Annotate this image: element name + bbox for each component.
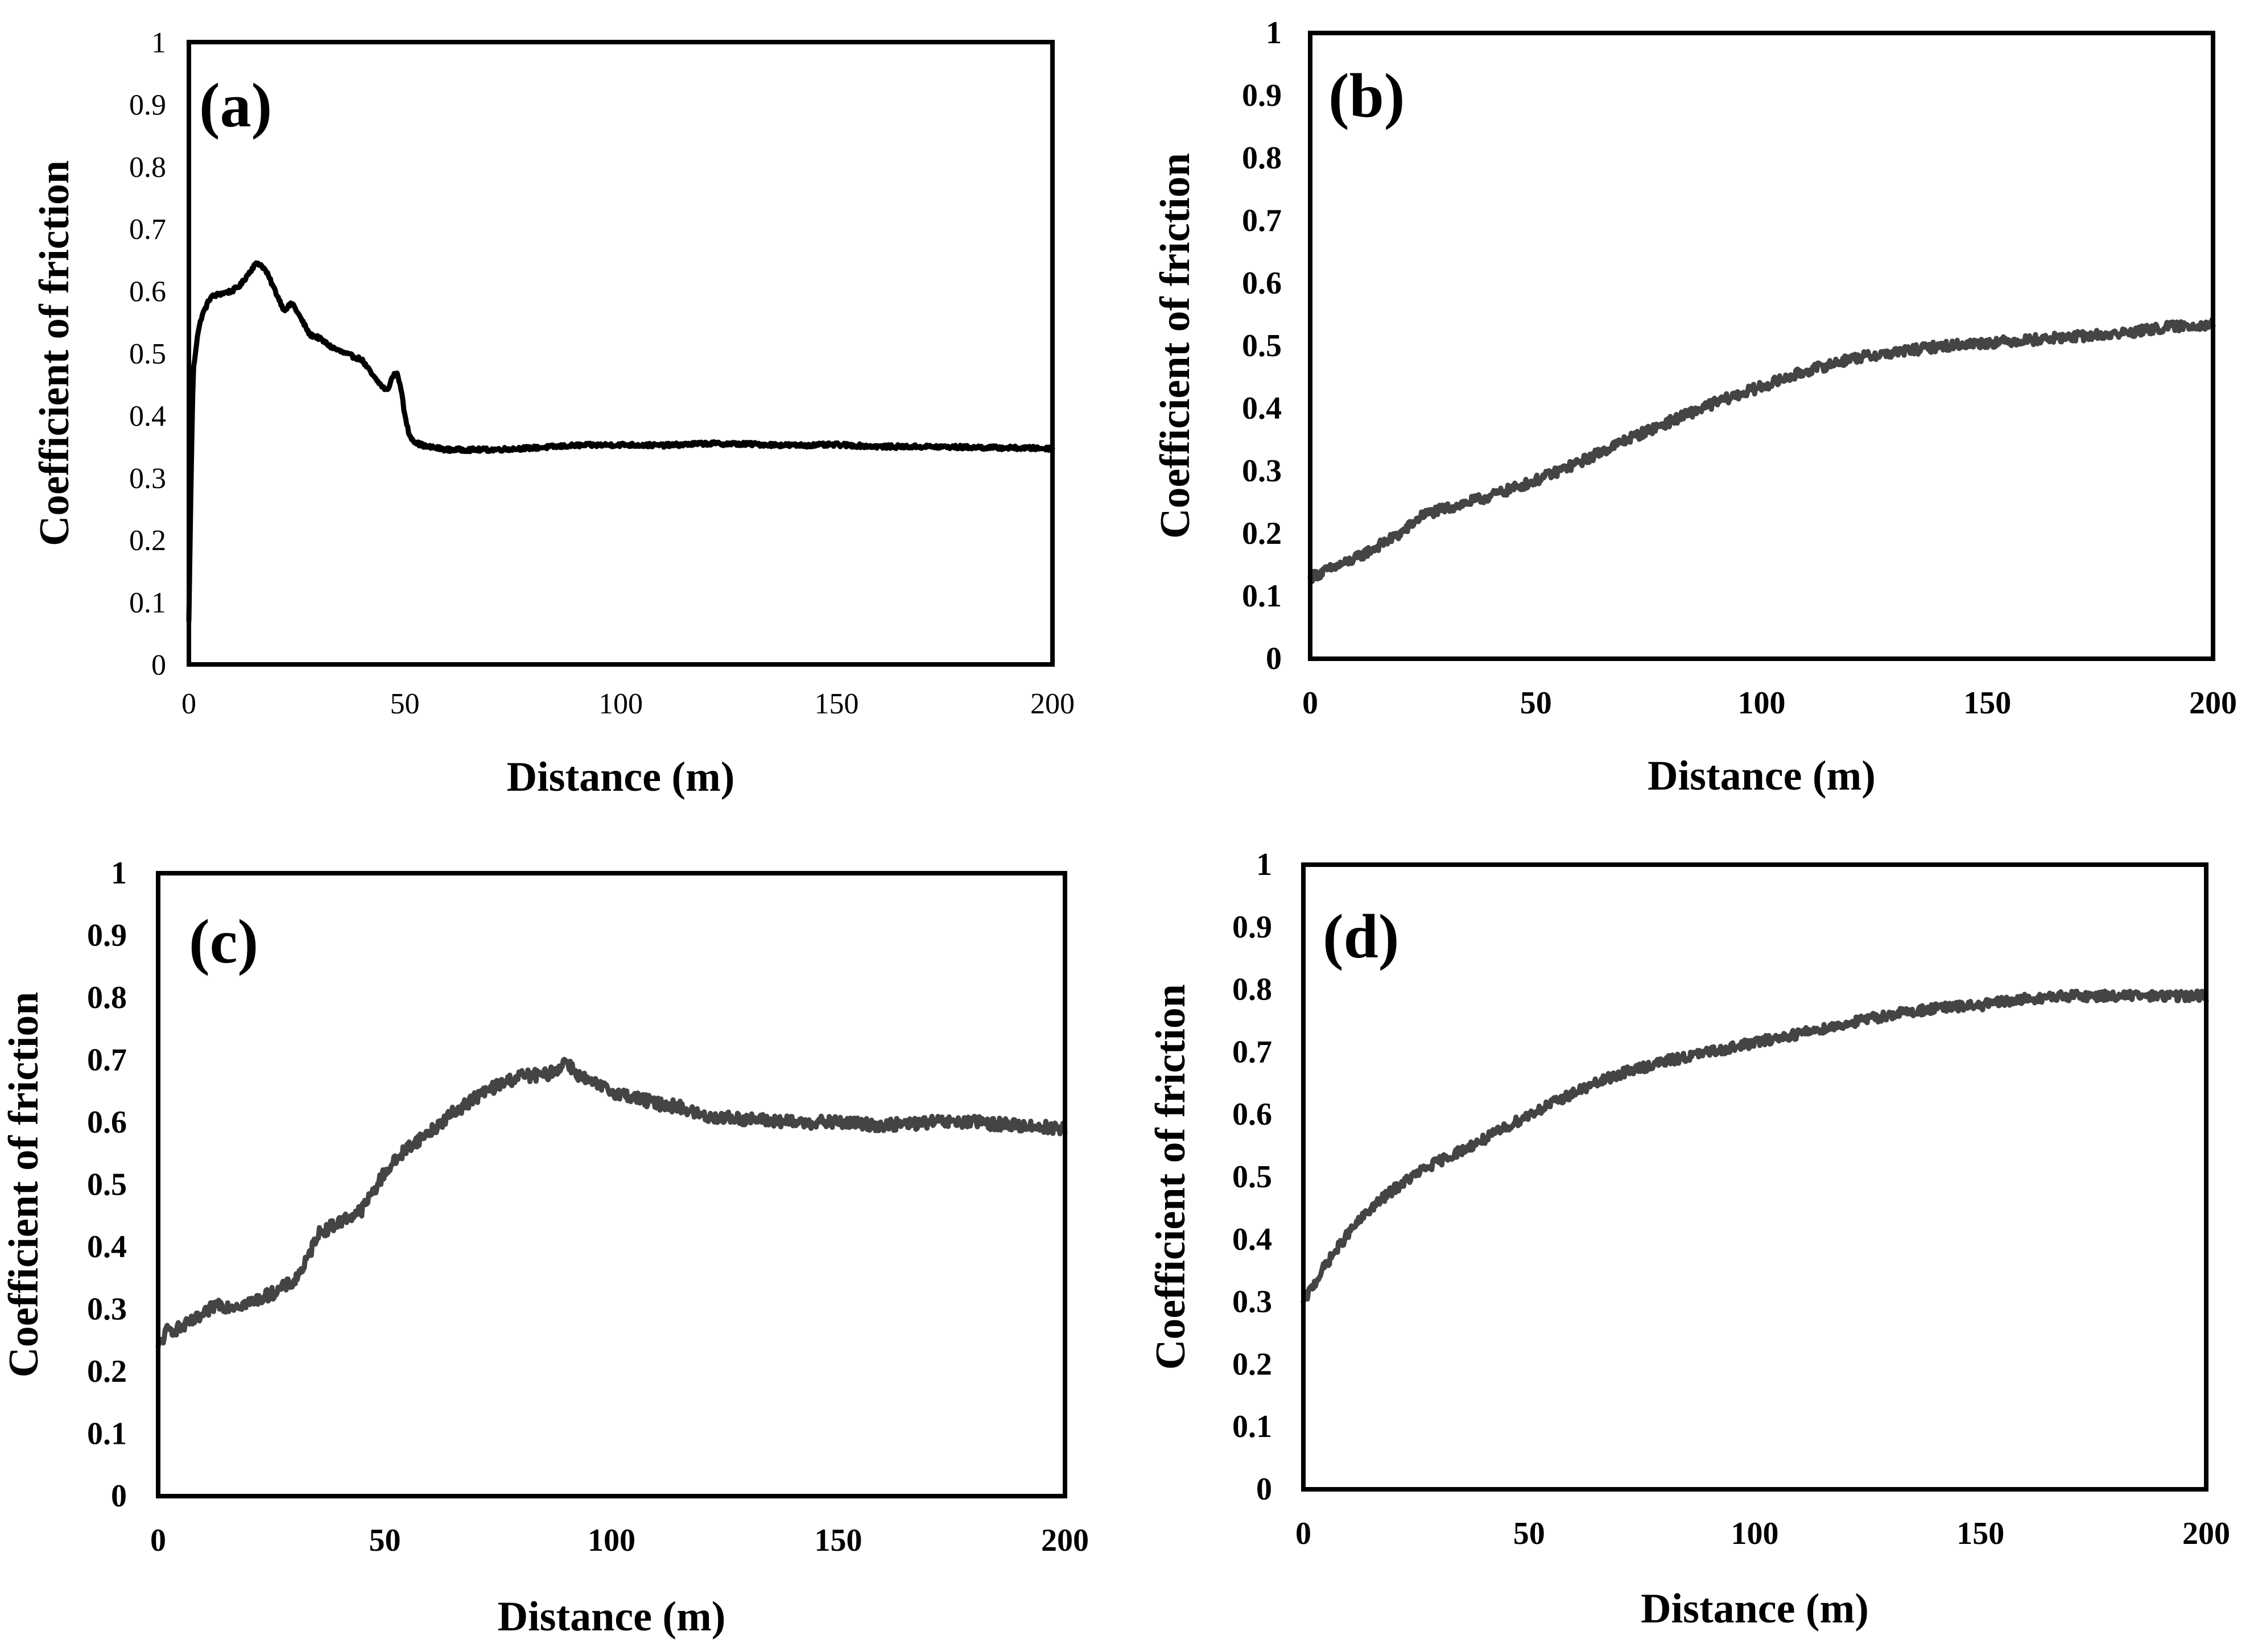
y-tick-label: 0.3 — [87, 1292, 127, 1327]
x-tick-label: 0 — [150, 1523, 166, 1558]
plot-frame — [1308, 31, 2215, 661]
y-tick-label: 0.7 — [87, 1043, 127, 1078]
y-tick-label: 0.2 — [1232, 1347, 1272, 1382]
y-tick-label: 0 — [1266, 641, 1282, 676]
y-tick-label: 1 — [111, 856, 127, 891]
y-tick-label: 0.6 — [129, 276, 166, 308]
x-tick-label: 200 — [2182, 1516, 2230, 1551]
x-tick-label: 50 — [369, 1523, 401, 1558]
plot-frame — [156, 871, 1067, 1498]
x-tick-label: 100 — [1738, 685, 1786, 721]
x-tick-label: 100 — [588, 1523, 635, 1558]
y-tick-label: 1 — [151, 27, 166, 59]
chart-panel-b: 0 0.1 0.2 0.3 0.4 0.5 0.6 0.7 0.8 0.9 1 0 50 100 150 20… — [1152, 15, 2237, 799]
y-tick-label: 1 — [1266, 15, 1282, 51]
x-tick-label: 50 — [390, 688, 420, 720]
x-tick-label: 100 — [1731, 1516, 1779, 1551]
y-tick-label: 0.9 — [1232, 910, 1272, 945]
x-tick-label: 150 — [815, 688, 859, 720]
y-tick-label: 0.9 — [129, 89, 166, 121]
panel-label: (b) — [1328, 61, 1405, 130]
y-tick-label: 0.8 — [129, 151, 166, 184]
x-tick-label: 0 — [181, 688, 196, 720]
y-tick-label: 0.6 — [87, 1105, 127, 1140]
y-tick-label: 0.2 — [1242, 516, 1282, 551]
y-tick-label: 0.4 — [1242, 391, 1282, 426]
y-tick-label: 0.4 — [1232, 1222, 1272, 1257]
x-tick-label: 200 — [2189, 685, 2237, 721]
x-axis-title: Distance (m) — [1641, 1585, 1869, 1632]
y-tick-label: 0.2 — [129, 524, 166, 557]
x-axis-title: Distance (m) — [507, 754, 735, 800]
y-tick-label: 0 — [111, 1478, 127, 1514]
chart-panel-d: 0 0.1 0.2 0.3 0.4 0.5 0.6 0.7 0.8 0.9 1 0 50 100 150 20… — [1147, 847, 2230, 1632]
x-tick-label: 200 — [1030, 688, 1075, 720]
y-tick-label: 0.6 — [1242, 266, 1282, 301]
y-tick-label: 0.5 — [1242, 328, 1282, 364]
y-tick-label: 0.1 — [87, 1416, 127, 1452]
x-tick-label: 150 — [1963, 685, 2011, 721]
plot-frame — [187, 40, 1055, 667]
y-tick-label: 0.8 — [1242, 141, 1282, 176]
y-tick-label: 0.5 — [129, 338, 166, 370]
y-tick-label: 0.5 — [87, 1167, 127, 1203]
y-tick-label: 0.5 — [1232, 1159, 1272, 1195]
y-tick-label: 0.3 — [1232, 1285, 1272, 1320]
y-tick-label: 0 — [151, 649, 166, 682]
y-tick-label: 0.1 — [1242, 579, 1282, 614]
x-tick-label: 150 — [1956, 1516, 2004, 1551]
panel-label: (d) — [1323, 902, 1399, 971]
y-tick-label: 0.1 — [1232, 1409, 1272, 1444]
y-tick-label: 0.4 — [87, 1229, 127, 1265]
chart-panel-c: 0 0.1 0.2 0.3 0.4 0.5 0.6 0.7 0.8 0.9 1 0 50 100 150 20… — [1, 856, 1089, 1640]
y-tick-label: 0.9 — [87, 918, 127, 953]
y-tick-label: 0.7 — [129, 213, 166, 246]
y-tick-label: 0.6 — [1232, 1097, 1272, 1132]
y-tick-label: 0 — [1256, 1472, 1272, 1507]
x-tick-label: 0 — [1295, 1516, 1311, 1551]
y-tick-label: 0.9 — [1242, 78, 1282, 113]
y-tick-label: 0.4 — [129, 400, 166, 432]
x-tick-label: 0 — [1302, 685, 1318, 721]
x-axis-title: Distance (m) — [1648, 753, 1876, 799]
y-axis-title: Coefficient of friction — [1, 992, 47, 1377]
x-tick-label: 100 — [598, 688, 643, 720]
panel-label: (a) — [199, 71, 272, 140]
series-line-cof — [186, 260, 1055, 623]
y-tick-label: 0.2 — [87, 1354, 127, 1389]
y-tick-label: 0.7 — [1242, 203, 1282, 238]
x-tick-label: 50 — [1520, 685, 1552, 721]
y-tick-label: 0.3 — [1242, 453, 1282, 489]
y-tick-label: 0.3 — [129, 462, 166, 495]
y-tick-label: 0.8 — [87, 980, 127, 1015]
series-line-cof — [1307, 317, 2216, 584]
y-tick-label: 0.1 — [129, 587, 166, 620]
x-tick-label: 50 — [1513, 1516, 1545, 1551]
y-axis-title: Coefficient of friction — [1147, 984, 1194, 1370]
series-line-cof — [1301, 988, 2209, 1305]
x-tick-label: 150 — [815, 1523, 862, 1558]
y-tick-label: 0.7 — [1232, 1034, 1272, 1069]
x-tick-label: 200 — [1041, 1523, 1089, 1558]
chart-panel-a: 0 0.1 0.2 0.3 0.4 0.5 0.6 0.7 0.8 0.9 1 0 50 100 150 20… — [31, 27, 1075, 800]
panel-label: (c) — [189, 907, 258, 976]
y-axis-title: Coefficient of friction — [31, 160, 78, 546]
plot-frame — [1301, 862, 2208, 1492]
series-line-cof — [155, 1056, 1068, 1349]
y-axis-title: Coefficient of friction — [1152, 153, 1199, 539]
y-tick-label: 1 — [1256, 847, 1272, 882]
y-tick-label: 0.8 — [1232, 972, 1272, 1007]
x-axis-title: Distance (m) — [498, 1593, 726, 1640]
